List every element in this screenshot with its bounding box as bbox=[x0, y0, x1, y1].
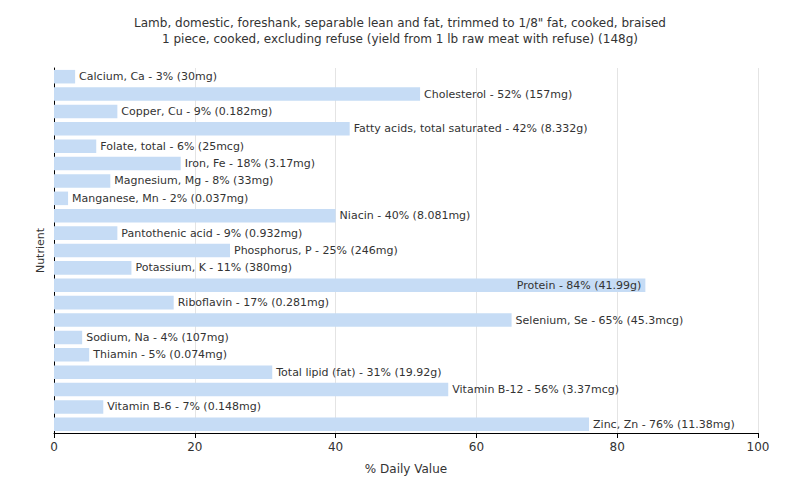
svg-text:Iron, Fe - 18% (3.17mg): Iron, Fe - 18% (3.17mg) bbox=[185, 157, 315, 170]
svg-text:Manganese, Mn - 2% (0.037mg): Manganese, Mn - 2% (0.037mg) bbox=[72, 192, 248, 205]
svg-text:Niacin - 40% (8.081mg): Niacin - 40% (8.081mg) bbox=[340, 209, 471, 222]
svg-text:100: 100 bbox=[747, 440, 770, 454]
svg-text:0: 0 bbox=[50, 440, 58, 454]
svg-text:Riboflavin - 17% (0.281mg): Riboflavin - 17% (0.281mg) bbox=[178, 296, 329, 309]
svg-text:80: 80 bbox=[610, 440, 625, 454]
svg-text:Sodium, Na - 4% (107mg): Sodium, Na - 4% (107mg) bbox=[86, 331, 229, 344]
svg-text:40: 40 bbox=[328, 440, 343, 454]
svg-text:Selenium, Se - 65% (45.3mcg): Selenium, Se - 65% (45.3mcg) bbox=[516, 314, 684, 327]
svg-text:Calcium, Ca - 3% (30mg): Calcium, Ca - 3% (30mg) bbox=[79, 70, 217, 83]
svg-text:Zinc, Zn - 76% (11.38mg): Zinc, Zn - 76% (11.38mg) bbox=[593, 418, 735, 431]
svg-text:Protein - 84% (41.99g): Protein - 84% (41.99g) bbox=[517, 279, 642, 292]
svg-text:Phosphorus, P - 25% (246mg): Phosphorus, P - 25% (246mg) bbox=[234, 244, 398, 257]
svg-text:Vitamin B-6 - 7% (0.148mg): Vitamin B-6 - 7% (0.148mg) bbox=[107, 400, 261, 413]
svg-text:Nutrient: Nutrient bbox=[34, 227, 47, 273]
svg-text:Magnesium, Mg - 8% (33mg): Magnesium, Mg - 8% (33mg) bbox=[114, 174, 273, 187]
svg-text:20: 20 bbox=[187, 440, 202, 454]
svg-text:60: 60 bbox=[469, 440, 484, 454]
svg-text:Copper, Cu - 9% (0.182mg): Copper, Cu - 9% (0.182mg) bbox=[121, 105, 272, 118]
svg-text:Folate, total - 6% (25mcg): Folate, total - 6% (25mcg) bbox=[100, 140, 244, 153]
svg-text:1 piece, cooked, excluding ref: 1 piece, cooked, excluding refuse (yield… bbox=[162, 32, 638, 46]
svg-text:Fatty acids, total saturated -: Fatty acids, total saturated - 42% (8.33… bbox=[354, 122, 588, 135]
svg-text:% Daily Value: % Daily Value bbox=[365, 462, 447, 476]
svg-text:Potassium, K - 11% (380mg): Potassium, K - 11% (380mg) bbox=[135, 261, 292, 274]
svg-text:Thiamin - 5% (0.074mg): Thiamin - 5% (0.074mg) bbox=[92, 348, 227, 361]
svg-text:Cholesterol - 52% (157mg): Cholesterol - 52% (157mg) bbox=[424, 88, 572, 101]
svg-text:Pantothenic acid - 9% (0.932mg: Pantothenic acid - 9% (0.932mg) bbox=[121, 227, 302, 240]
svg-text:Vitamin B-12 - 56% (3.37mcg): Vitamin B-12 - 56% (3.37mcg) bbox=[452, 383, 619, 396]
svg-text:Total lipid (fat) - 31% (19.92: Total lipid (fat) - 31% (19.92g) bbox=[275, 366, 441, 379]
svg-text:Lamb, domestic, foreshank, sep: Lamb, domestic, foreshank, separable lea… bbox=[134, 16, 666, 30]
